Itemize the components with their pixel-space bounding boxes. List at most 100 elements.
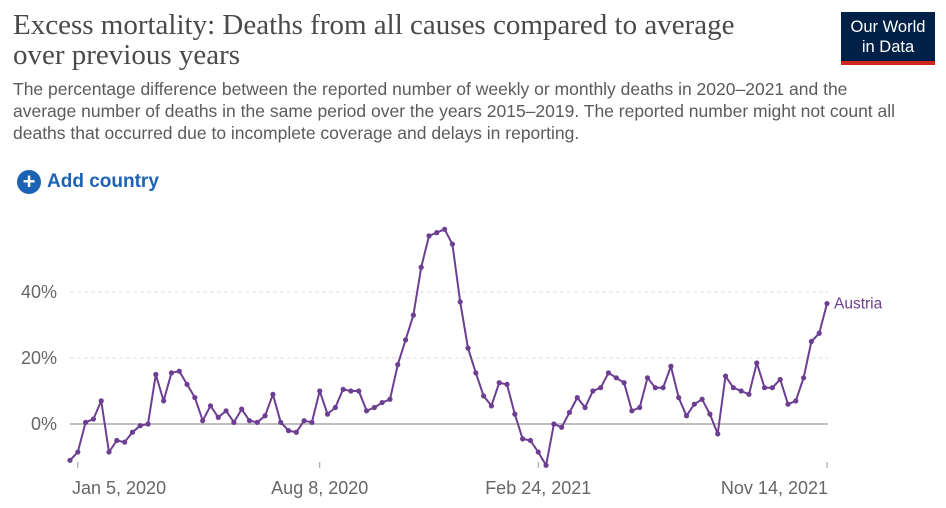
- series-line-austria: [69, 228, 828, 467]
- add-country-button[interactable]: + Add country: [17, 170, 159, 194]
- logo-line-1: Our World: [850, 18, 926, 36]
- data-point: [590, 388, 596, 394]
- data-point: [90, 416, 97, 422]
- data-point: [691, 401, 697, 407]
- data-point: [481, 393, 487, 399]
- data-point: [699, 396, 705, 402]
- data-point: [504, 381, 510, 387]
- data-point: [543, 462, 549, 468]
- data-point: [207, 403, 214, 409]
- data-point: [223, 408, 229, 414]
- y-tick-label: 20%: [21, 348, 57, 368]
- data-point: [707, 411, 713, 417]
- data-point: [621, 380, 627, 386]
- data-point: [722, 373, 729, 379]
- data-point: [262, 413, 268, 419]
- y-tick-label: 40%: [21, 282, 57, 302]
- data-point: [254, 419, 260, 425]
- data-point: [145, 421, 151, 427]
- data-point: [137, 423, 143, 429]
- data-point: [668, 363, 674, 369]
- data-point: [808, 338, 814, 345]
- data-point: [559, 424, 565, 430]
- data-point: [83, 419, 89, 425]
- data-point: [278, 419, 284, 425]
- data-point: [410, 312, 416, 318]
- data-point: [598, 385, 604, 391]
- data-point: [652, 385, 658, 391]
- chart-subtitle: The percentage difference between the re…: [13, 79, 896, 143]
- x-tick-label: Nov 14, 2021: [721, 478, 828, 498]
- data-point: [98, 398, 104, 404]
- data-point: [75, 449, 81, 455]
- data-point: [683, 413, 690, 419]
- data-point: [746, 391, 752, 397]
- data-point: [418, 264, 424, 270]
- logo-accent-bar: [841, 61, 935, 65]
- data-point: [301, 418, 307, 424]
- data-point: [637, 404, 643, 411]
- data-point: [441, 226, 448, 232]
- data-point: [738, 388, 744, 394]
- data-point: [114, 437, 120, 444]
- data-point: [465, 345, 471, 351]
- data-point: [644, 375, 651, 381]
- data-point: [473, 370, 479, 376]
- data-point: [239, 406, 245, 412]
- data-point: [356, 388, 362, 394]
- data-point: [793, 398, 799, 404]
- data-point: [488, 403, 495, 409]
- data-point: [332, 404, 338, 411]
- data-point: [246, 418, 253, 424]
- data-point: [168, 370, 175, 376]
- owid-logo[interactable]: Our World in Data: [841, 12, 935, 65]
- plus-circle-icon: +: [17, 170, 41, 194]
- data-point: [785, 401, 791, 407]
- data-point: [457, 299, 463, 305]
- data-point: [512, 411, 518, 417]
- data-point: [67, 457, 73, 463]
- data-point: [153, 371, 159, 378]
- data-point: [129, 429, 136, 435]
- data-point: [215, 414, 221, 420]
- x-tick-label: Aug 8, 2020: [271, 478, 368, 498]
- data-point: [317, 388, 323, 394]
- line-chart[interactable]: 0% 20% 40% Jan 5, 2020 Aug 8, 2020 Feb 24, 20…: [0, 200, 946, 508]
- data-point: [449, 241, 456, 247]
- data-point: [200, 418, 206, 424]
- data-point: [285, 428, 292, 434]
- data-point: [574, 395, 580, 401]
- data-point: [551, 421, 557, 427]
- data-point: [363, 408, 370, 414]
- data-point: [106, 449, 112, 455]
- data-point: [715, 431, 721, 437]
- data-point: [527, 437, 534, 444]
- data-point: [324, 411, 331, 417]
- data-point: [348, 388, 354, 394]
- data-point: [340, 386, 346, 392]
- data-point: [231, 419, 237, 425]
- data-point: [613, 375, 619, 381]
- data-point: [161, 398, 167, 404]
- data-point: [582, 404, 588, 411]
- data-point: [309, 419, 315, 425]
- data-point: [371, 404, 377, 411]
- data-point: [520, 436, 526, 442]
- logo-line-2: in Data: [861, 38, 915, 56]
- data-point: [816, 330, 822, 336]
- add-country-label: Add country: [47, 171, 159, 192]
- data-point: [676, 395, 682, 401]
- data-point: [426, 233, 432, 239]
- data-point: [761, 385, 768, 391]
- data-point: [293, 429, 299, 435]
- y-tick-label: 0%: [31, 414, 57, 434]
- data-point: [824, 300, 830, 307]
- data-point: [730, 385, 736, 391]
- data-point: [566, 409, 573, 416]
- data-point: [122, 439, 128, 445]
- data-point: [605, 370, 612, 376]
- data-point: [777, 376, 783, 383]
- data-point: [629, 408, 635, 414]
- data-point: [176, 368, 182, 374]
- chart-title: Excess mortality: Deaths from all causes…: [13, 9, 735, 71]
